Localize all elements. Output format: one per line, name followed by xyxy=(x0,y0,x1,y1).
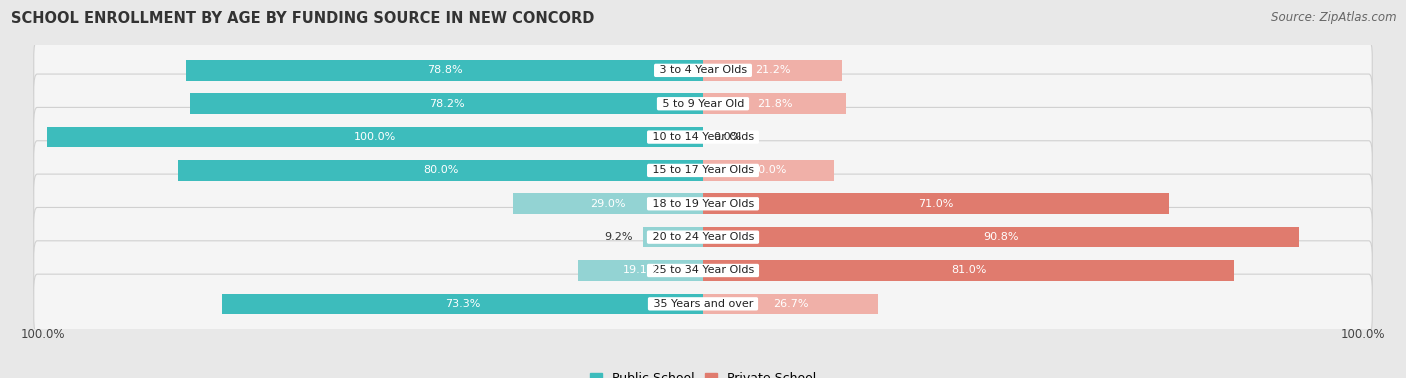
Text: 0.0%: 0.0% xyxy=(713,132,741,142)
Text: 21.8%: 21.8% xyxy=(756,99,792,109)
Text: 18 to 19 Year Olds: 18 to 19 Year Olds xyxy=(648,199,758,209)
Bar xyxy=(190,93,703,114)
FancyBboxPatch shape xyxy=(34,274,1372,333)
Bar xyxy=(703,293,879,314)
Bar xyxy=(578,260,703,281)
Text: 20 to 24 Year Olds: 20 to 24 Year Olds xyxy=(648,232,758,242)
Text: 10 to 14 Year Olds: 10 to 14 Year Olds xyxy=(648,132,758,142)
Text: 35 Years and over: 35 Years and over xyxy=(650,299,756,309)
Text: 21.2%: 21.2% xyxy=(755,65,790,75)
FancyBboxPatch shape xyxy=(34,174,1372,234)
Text: 78.8%: 78.8% xyxy=(426,65,463,75)
Text: 19.1%: 19.1% xyxy=(623,265,658,276)
Bar xyxy=(46,127,703,147)
Bar xyxy=(703,60,842,81)
Text: 9.2%: 9.2% xyxy=(605,232,633,242)
Legend: Public School, Private School: Public School, Private School xyxy=(589,372,817,378)
Text: Source: ZipAtlas.com: Source: ZipAtlas.com xyxy=(1271,11,1396,24)
Bar xyxy=(703,194,1168,214)
Text: 20.0%: 20.0% xyxy=(751,166,786,175)
Bar xyxy=(513,194,703,214)
Text: 5 to 9 Year Old: 5 to 9 Year Old xyxy=(658,99,748,109)
Text: 15 to 17 Year Olds: 15 to 17 Year Olds xyxy=(648,166,758,175)
Text: 100.0%: 100.0% xyxy=(1341,328,1385,341)
Text: SCHOOL ENROLLMENT BY AGE BY FUNDING SOURCE IN NEW CONCORD: SCHOOL ENROLLMENT BY AGE BY FUNDING SOUR… xyxy=(11,11,595,26)
FancyBboxPatch shape xyxy=(34,74,1372,133)
Bar xyxy=(703,260,1234,281)
Bar xyxy=(703,93,846,114)
FancyBboxPatch shape xyxy=(34,208,1372,267)
Text: 71.0%: 71.0% xyxy=(918,199,953,209)
FancyBboxPatch shape xyxy=(34,241,1372,300)
Text: 100.0%: 100.0% xyxy=(354,132,396,142)
Text: 26.7%: 26.7% xyxy=(773,299,808,309)
Bar xyxy=(643,227,703,248)
Text: 25 to 34 Year Olds: 25 to 34 Year Olds xyxy=(648,265,758,276)
Text: 100.0%: 100.0% xyxy=(21,328,65,341)
FancyBboxPatch shape xyxy=(34,141,1372,200)
FancyBboxPatch shape xyxy=(34,41,1372,100)
Text: 90.8%: 90.8% xyxy=(983,232,1018,242)
Text: 80.0%: 80.0% xyxy=(423,166,458,175)
Bar xyxy=(222,293,703,314)
Bar xyxy=(703,160,834,181)
Bar xyxy=(186,60,703,81)
Text: 29.0%: 29.0% xyxy=(591,199,626,209)
FancyBboxPatch shape xyxy=(34,107,1372,167)
Text: 73.3%: 73.3% xyxy=(444,299,481,309)
Text: 81.0%: 81.0% xyxy=(950,265,987,276)
Bar xyxy=(703,227,1299,248)
Text: 78.2%: 78.2% xyxy=(429,99,464,109)
Text: 3 to 4 Year Olds: 3 to 4 Year Olds xyxy=(655,65,751,75)
Bar xyxy=(179,160,703,181)
